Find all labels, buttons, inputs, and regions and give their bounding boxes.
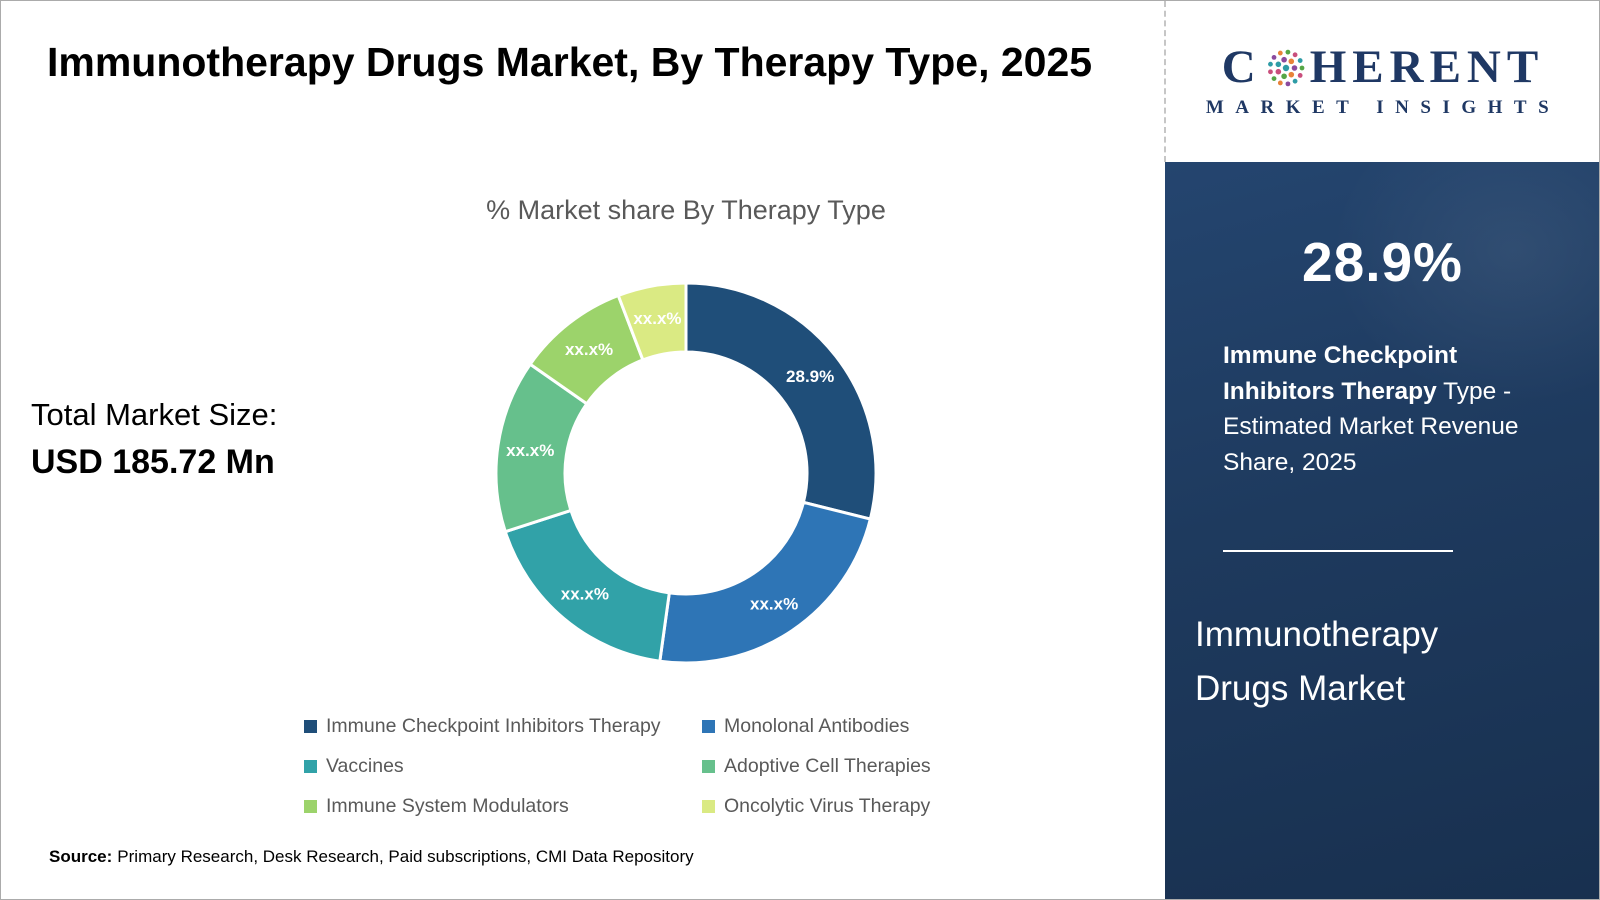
legend-label: Adoptive Cell Therapies [724,755,931,777]
page-title: Immunotherapy Drugs Market, By Therapy T… [47,39,1093,85]
divider-line [1223,550,1453,553]
total-market-size-value: USD 185.72 Mn [31,443,275,481]
highlight-stat-value: 28.9% [1302,231,1463,293]
legend-swatch-icon [702,720,715,733]
donut-segment-label: 28.9% [786,367,834,386]
legend-item: Monolonal Antibodies [702,715,931,738]
highlight-stat-description-bold: Immune Checkpoint Inhibitors Therapy [1223,342,1458,405]
highlight-stat-description-rest: Type - Estimated Market Revenue Share, 2… [1223,377,1519,476]
donut-segment-label: xx.x% [506,441,554,460]
legend-label: Oncolytic Virus Therapy [724,795,931,817]
legend-swatch-icon [304,760,317,773]
legend-swatch-icon [702,760,715,773]
legend-item: Vaccines [304,755,702,778]
donut-segment [658,500,873,665]
legend-swatch-icon [304,800,317,813]
source-text: Primary Research, Desk Research, Paid su… [117,847,694,866]
donut-segment-label: xx.x% [565,340,613,359]
logo-tagline: MARKET INSIGHTS [1205,97,1561,118]
chart-title: % Market share By Therapy Type [486,195,886,225]
legend-label: Vaccines [326,755,404,777]
chart-legend: Immune Checkpoint Inhibitors Therapy Mon… [304,715,931,818]
donut-segment-label: xx.x% [633,309,681,328]
donut-segment [616,281,688,362]
total-market-size-label: Total Market Size: [31,397,278,432]
donut-chart: 28.9% xx.x% xx.x% xx.x% xx.x% xx.x% [494,281,878,665]
coherent-logo: C HERENT [1222,44,1544,91]
donut-segment [684,281,878,521]
legend-item: Oncolytic Virus Therapy [702,795,931,818]
source-line: Source: Primary Research, Desk Research, … [49,847,694,867]
legend-item: Immune Checkpoint Inhibitors Therapy [304,715,702,738]
logo-text-left: C [1221,41,1262,93]
logo-dot-o-icon [1267,49,1305,86]
legend-swatch-icon [702,800,715,813]
legend-label: Immune System Modulators [326,795,569,817]
donut-segment-label: xx.x% [750,595,798,614]
total-market-size-block: Total Market Size: USD 185.72 Mn [31,397,277,482]
highlight-stat-description: Immune Checkpoint Inhibitors Therapy Typ… [1223,338,1525,480]
logo-area: C HERENT MARKET INSIGHTS [1164,1,1599,162]
legend-label: Monolonal Antibodies [724,715,910,737]
legend-item: Immune System Modulators [304,795,702,818]
donut-segment-label: xx.x% [561,585,609,604]
source-label: Source: [49,847,113,866]
legend-label: Immune Checkpoint Inhibitors Therapy [326,715,661,737]
legend-swatch-icon [304,720,317,733]
highlight-panel: 28.9% Immune Checkpoint Inhibitors Thera… [1165,162,1599,899]
logo-text-right: HERENT [1309,41,1545,93]
legend-item: Adoptive Cell Therapies [702,755,931,778]
highlight-panel-title: Immunotherapy Drugs Market [1195,615,1439,709]
